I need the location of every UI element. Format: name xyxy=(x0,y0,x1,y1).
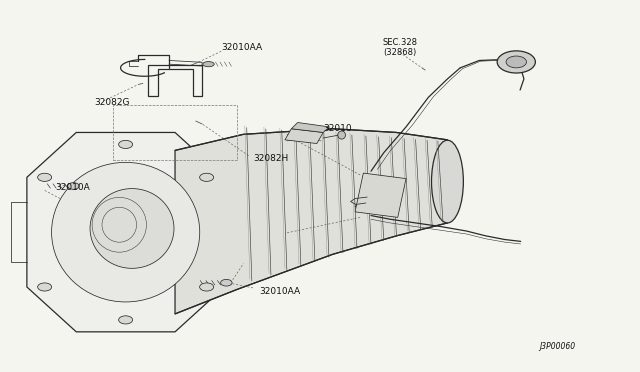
Polygon shape xyxy=(175,129,447,314)
Circle shape xyxy=(118,140,132,148)
Text: 32010AA: 32010AA xyxy=(259,287,301,296)
Polygon shape xyxy=(291,122,330,132)
Ellipse shape xyxy=(52,162,200,302)
Ellipse shape xyxy=(203,62,214,67)
Circle shape xyxy=(68,183,79,189)
Ellipse shape xyxy=(338,131,346,139)
Text: 32082H: 32082H xyxy=(253,154,289,163)
Text: 32010A: 32010A xyxy=(56,183,90,192)
Text: SEC.328
(32868): SEC.328 (32868) xyxy=(382,38,417,57)
Text: 32082G: 32082G xyxy=(94,99,129,108)
Ellipse shape xyxy=(431,140,463,223)
Circle shape xyxy=(38,173,52,182)
Circle shape xyxy=(497,51,536,73)
Circle shape xyxy=(118,316,132,324)
Circle shape xyxy=(200,173,214,182)
Text: 32010AA: 32010AA xyxy=(221,43,262,52)
Text: 32010: 32010 xyxy=(323,124,352,133)
Circle shape xyxy=(200,283,214,291)
Circle shape xyxy=(221,279,232,286)
Circle shape xyxy=(506,56,527,68)
Polygon shape xyxy=(285,129,323,144)
Ellipse shape xyxy=(90,189,174,268)
Polygon shape xyxy=(355,173,406,217)
Circle shape xyxy=(38,283,52,291)
Polygon shape xyxy=(27,132,225,332)
Text: J3P00060: J3P00060 xyxy=(539,342,575,351)
